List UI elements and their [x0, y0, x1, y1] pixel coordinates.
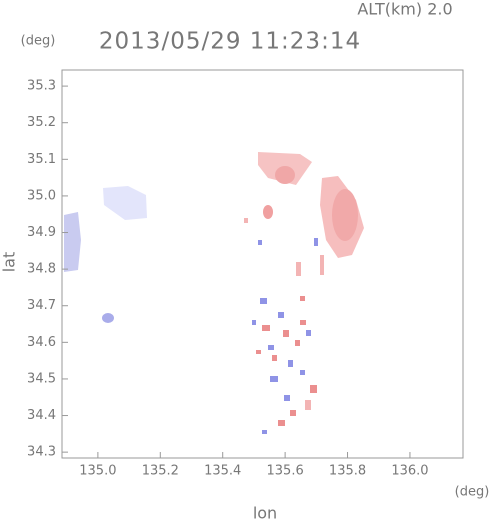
y-unit: (deg): [21, 34, 56, 49]
y-tick-label: 34.3: [27, 445, 56, 460]
y-tick-label: 35.2: [27, 115, 56, 130]
x-tick-label: 135.6: [267, 464, 304, 479]
plot-frame: [61, 69, 464, 459]
y-tick-label: 34.8: [27, 262, 56, 277]
x-tick-label: 135.2: [142, 464, 179, 479]
x-tick-label: 135.0: [79, 464, 116, 479]
x-tick-label: 135.8: [329, 464, 366, 479]
echo-field: [64, 152, 364, 434]
x-tick-label: 136.0: [391, 464, 428, 479]
y-tick-label: 35.1: [27, 152, 56, 167]
altitude-label: ALT(km) 2.0: [357, 0, 452, 19]
x-axis-label: lon: [253, 504, 277, 521]
y-axis-label: lat: [0, 252, 19, 273]
y-tick-label: 35.0: [27, 188, 56, 203]
chart-title: 2013/05/29 11:23:14: [99, 29, 361, 55]
x-tick-label: 135.4: [204, 464, 241, 479]
x-unit: (deg): [455, 485, 490, 500]
y-tick-label: 34.7: [27, 298, 56, 313]
y-tick-label: 34.9: [27, 225, 56, 240]
y-tick-label: 34.5: [27, 371, 56, 386]
y-tick-label: 35.3: [27, 79, 56, 94]
y-tick-label: 34.6: [27, 335, 56, 350]
y-tick-label: 34.4: [27, 408, 56, 423]
